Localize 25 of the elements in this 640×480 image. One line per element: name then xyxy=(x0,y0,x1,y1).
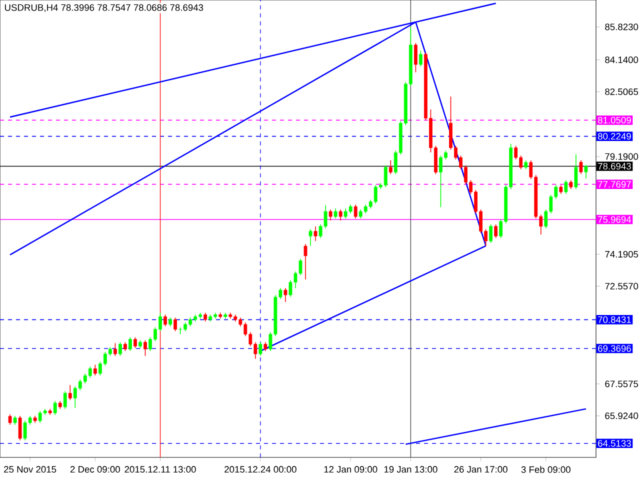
ref-line-label: 64.5133 xyxy=(598,440,631,447)
x-tick-label: 12 Jan 09:00 xyxy=(324,466,378,473)
y-tick-label: 74.1905 xyxy=(605,250,638,258)
x-tick-label: 19 Jan 13:00 xyxy=(384,466,438,473)
y-tick-label: 65.9240 xyxy=(605,412,638,420)
x-tick-label: 25 Nov 2015 xyxy=(4,466,56,473)
ref-line-label: 81.0509 xyxy=(598,116,631,124)
y-tick-label: 72.5570 xyxy=(605,282,638,290)
x-tick-label: 2015.12.11 13:00 xyxy=(124,466,196,473)
x-tick-label: 26 Jan 17:00 xyxy=(454,466,508,473)
ref-line-label: 70.8431 xyxy=(598,316,631,323)
y-tick-label: 79.1900 xyxy=(605,153,638,160)
ref-line-label: 80.2249 xyxy=(598,133,631,140)
x-tick-label: 2015.12.24 00:00 xyxy=(224,466,296,473)
y-tick-label: 67.5575 xyxy=(605,380,638,388)
x-tick-label: 2 Dec 09:00 xyxy=(70,466,120,473)
y-tick-label: 82.5065 xyxy=(605,88,638,96)
ref-line-label: 69.3696 xyxy=(598,345,631,352)
x-tick-label: 3 Feb 09:00 xyxy=(521,466,570,473)
ref-line-label: 77.7697 xyxy=(598,181,631,188)
ref-line-label: 75.9694 xyxy=(598,216,632,223)
y-tick-label: 85.8230 xyxy=(605,24,638,30)
y-tick-label: 84.1400 xyxy=(605,56,638,64)
ref-line-label: 78.6943 xyxy=(598,162,631,170)
chart-title: USDRUB,H4 78.3996 78.7547 78.0686 78.6943 xyxy=(4,4,204,12)
